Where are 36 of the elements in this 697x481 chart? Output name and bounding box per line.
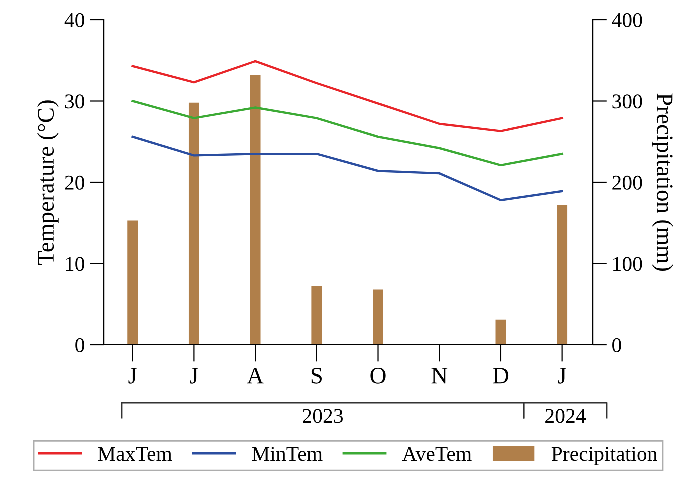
x-tick-label: J: [558, 368, 566, 384]
y2-tick-label: 400: [612, 13, 642, 28]
x-tick-label: J: [128, 368, 137, 384]
y2-tick-label: 200: [612, 176, 642, 190]
y-tick-label: 0: [76, 338, 84, 352]
bar: [312, 286, 322, 345]
x-tick-label: J: [190, 368, 198, 384]
bar: [188, 102, 200, 345]
y2-axis-title: Precipitation (mm): [652, 94, 674, 271]
x-tick-label: S: [312, 368, 322, 384]
bar: [128, 220, 138, 345]
y2-tick-label: 0: [612, 338, 622, 352]
legend-label: MinTem: [252, 447, 323, 462]
y-tick-label: 40: [64, 13, 84, 28]
legend-label: Precipitation: [552, 447, 658, 466]
x-tick-label: N: [432, 368, 448, 384]
x-tick-label: A: [247, 368, 264, 384]
line-series: [132, 136, 564, 202]
y-axis-title: Temperature (°C): [37, 100, 59, 265]
y2-tick-label: 300: [612, 94, 642, 109]
y-tick-label: 10: [66, 257, 84, 272]
y-tick-label: 20: [65, 176, 84, 190]
x-tick-label: D: [493, 368, 509, 384]
bar: [373, 290, 384, 345]
line-series: [132, 60, 564, 132]
text: 2023: [303, 409, 344, 424]
bar: [557, 205, 568, 345]
legend-label: AveTem: [402, 447, 472, 462]
text: 2024: [546, 409, 586, 424]
x-tick-label: O: [370, 368, 386, 384]
bar: [250, 75, 261, 345]
y2-tick-label: 100: [614, 257, 642, 272]
bar: [496, 320, 506, 345]
legend-label: MaxTem: [98, 447, 172, 462]
line-series: [132, 100, 564, 167]
y-tick-label: 30: [65, 94, 84, 109]
